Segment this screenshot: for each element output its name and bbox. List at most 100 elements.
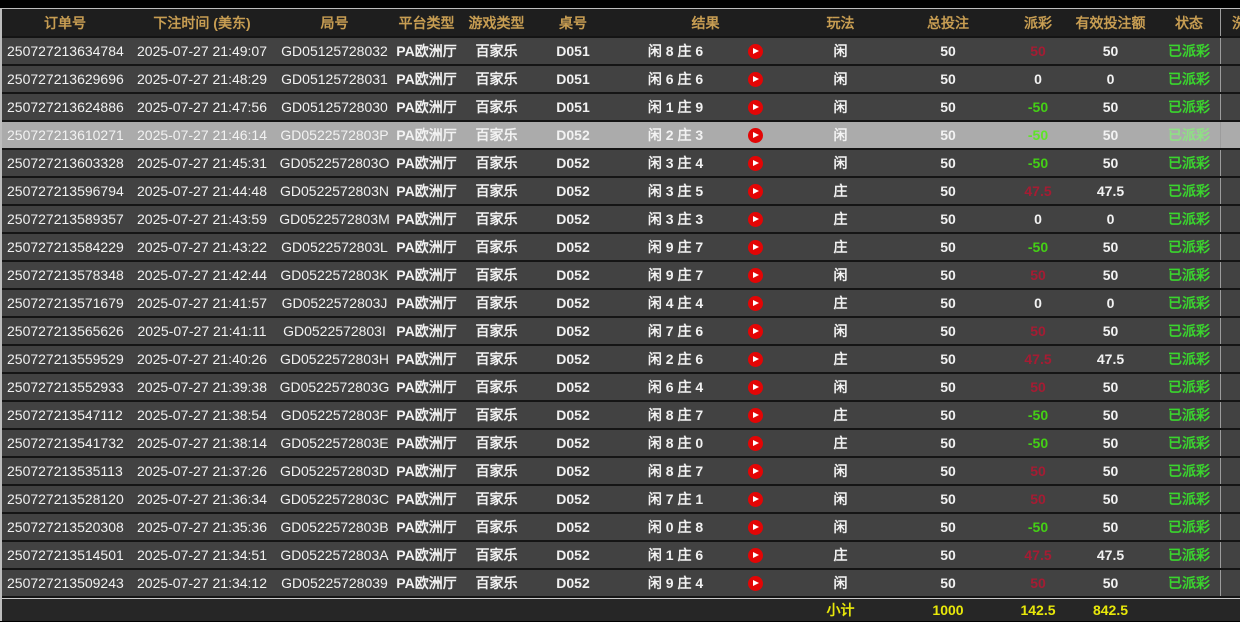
play-icon[interactable] [748,407,764,423]
order-no-cell: 250727213610271 [7,127,124,143]
total-bet-cell: 50 [940,351,956,367]
game-type-cell: 百家乐 [475,519,518,535]
play-cell: 庄 [833,295,848,311]
play-icon[interactable] [748,43,764,59]
table-row[interactable]: 250727213624886 2025-07-27 21:47:56 GD0512… [2,94,1240,122]
result-cell: 闲 3 庄 4 [613,150,798,176]
result-cell: 闲 8 庄 0 [613,430,798,456]
round-no-cell: GD05125728030 [281,99,388,115]
order-no-cell: 250727213552933 [7,379,124,395]
payout-cell: 0 [1034,71,1042,87]
result-cell: 闲 2 庄 3 [613,122,798,148]
play-icon[interactable] [748,351,764,367]
play-cell: 庄 [833,547,848,563]
order-no-cell: 250727213547112 [7,407,123,423]
result-text: 闲 9 庄 7 [647,239,704,255]
result-text: 闲 9 庄 7 [647,267,704,283]
result-cell: 闲 8 庄 6 [613,38,798,64]
round-no-cell: GD0522572803D [280,463,389,479]
play-icon[interactable] [748,155,764,171]
table-row[interactable]: 250727213603328 2025-07-27 21:45:31 GD0522… [2,150,1240,178]
clipped-column-cell [1220,430,1240,456]
table-row[interactable]: 250727213528120 2025-07-27 21:36:34 GD0522… [2,486,1240,514]
play-icon[interactable] [748,183,764,199]
platform-cell: PA欧洲厅 [396,435,457,451]
column-header-platform: 平台类型 [398,14,455,31]
table-row[interactable]: 250727213589357 2025-07-27 21:43:59 GD0522… [2,206,1240,234]
valid-bet-cell: 50 [1102,43,1119,59]
table-row[interactable]: 250727213565626 2025-07-27 21:41:11 GD0522… [2,318,1240,346]
table-no-cell: D052 [556,211,590,227]
order-no-cell: 250727213559529 [7,351,124,367]
game-type-cell: 百家乐 [475,463,518,479]
clipped-column-cell [1220,94,1240,120]
play-cell: 闲 [833,491,848,507]
play-icon[interactable] [748,127,764,143]
round-no-cell: GD0522572803C [280,491,389,507]
play-icon[interactable] [748,211,764,227]
status-badge: 已派彩 [1168,351,1210,367]
column-header-valid-bet: 有效投注额 [1075,14,1146,31]
platform-cell: PA欧洲厅 [396,267,457,283]
platform-cell: PA欧洲厅 [396,71,457,87]
play-icon[interactable] [748,435,764,451]
table-no-cell: D051 [556,71,590,87]
status-badge: 已派彩 [1168,239,1210,255]
play-icon[interactable] [748,491,764,507]
column-header-status: 状态 [1175,14,1203,31]
table-no-cell: D052 [556,323,590,339]
play-icon[interactable] [748,99,764,115]
total-bet-cell: 50 [940,379,956,395]
clipped-column-cell [1220,542,1240,568]
table-row[interactable]: 250727213509243 2025-07-27 21:34:12 GD0522… [2,570,1240,598]
table-row[interactable]: 250727213520308 2025-07-27 21:35:36 GD0522… [2,514,1240,542]
status-badge: 已派彩 [1168,183,1210,199]
play-icon[interactable] [748,519,764,535]
table-row[interactable]: 250727213610271 2025-07-27 21:46:14 GD0522… [2,122,1240,150]
play-icon[interactable] [748,547,764,563]
play-cell: 庄 [833,239,848,255]
total-bet-cell: 50 [940,463,956,479]
table-row[interactable]: 250727213629696 2025-07-27 21:48:29 GD0512… [2,66,1240,94]
play-icon[interactable] [748,71,764,87]
payout-cell: 47.5 [1024,547,1052,563]
platform-cell: PA欧洲厅 [396,519,457,535]
table-no-cell: D052 [556,155,590,171]
play-icon[interactable] [748,575,764,591]
table-row[interactable]: 250727213514501 2025-07-27 21:34:51 GD0522… [2,542,1240,570]
round-no-cell: GD0522572803I [283,323,386,339]
play-cell: 闲 [833,155,848,171]
table-row[interactable]: 250727213552933 2025-07-27 21:39:38 GD0522… [2,374,1240,402]
round-no-cell: GD0522572803K [280,267,389,283]
play-icon[interactable] [748,323,764,339]
round-no-cell: GD0522572803G [279,379,390,395]
game-type-cell: 百家乐 [475,211,518,227]
play-icon[interactable] [748,379,764,395]
result-text: 闲 3 庄 4 [647,155,704,171]
play-icon[interactable] [748,239,764,255]
table-row[interactable]: 250727213547112 2025-07-27 21:38:54 GD0522… [2,402,1240,430]
bet-time-cell: 2025-07-27 21:43:22 [137,239,267,255]
table-row[interactable]: 250727213571679 2025-07-27 21:41:57 GD0522… [2,290,1240,318]
table-row[interactable]: 250727213541732 2025-07-27 21:38:14 GD0522… [2,430,1240,458]
play-icon[interactable] [748,295,764,311]
clipped-column-cell [1220,346,1240,372]
valid-bet-cell: 50 [1102,267,1119,283]
bet-time-cell: 2025-07-27 21:36:34 [137,491,267,507]
table-row[interactable]: 250727213535113 2025-07-27 21:37:26 GD0522… [2,458,1240,486]
table-row[interactable]: 250727213634784 2025-07-27 21:49:07 GD0512… [2,38,1240,66]
bet-time-cell: 2025-07-27 21:43:59 [137,211,267,227]
valid-bet-cell: 50 [1102,407,1119,423]
table-row[interactable]: 250727213596794 2025-07-27 21:44:48 GD0522… [2,178,1240,206]
play-icon[interactable] [748,267,764,283]
total-bet-cell: 50 [940,323,956,339]
table-row[interactable]: 250727213584229 2025-07-27 21:43:22 GD0522… [2,234,1240,262]
game-type-cell: 百家乐 [475,239,518,255]
result-cell: 闲 6 庄 6 [613,66,798,92]
payout-cell: -50 [1027,435,1049,451]
bet-time-cell: 2025-07-27 21:44:48 [137,183,267,199]
table-row[interactable]: 250727213559529 2025-07-27 21:40:26 GD0522… [2,346,1240,374]
table-row[interactable]: 250727213578348 2025-07-27 21:42:44 GD0522… [2,262,1240,290]
payout-cell: 47.5 [1024,183,1052,199]
play-icon[interactable] [748,463,764,479]
